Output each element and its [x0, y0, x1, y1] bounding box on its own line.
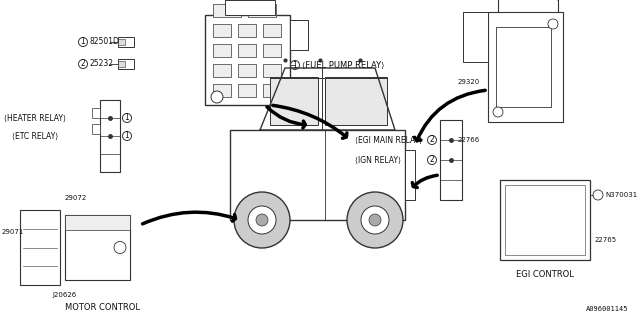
Text: ⟨IGN RELAY⟩: ⟨IGN RELAY⟩ [355, 156, 401, 164]
Text: 22765: 22765 [595, 237, 617, 243]
Bar [325, 77, 387, 125]
Bar [213, 44, 231, 57]
Bar [20, 210, 60, 285]
Bar [213, 4, 241, 17]
Text: 82501D: 82501D [90, 37, 120, 46]
Bar [263, 44, 281, 57]
Bar [238, 84, 256, 97]
Text: MOTOR CONTROL: MOTOR CONTROL [65, 302, 140, 311]
Bar [263, 64, 281, 77]
Circle shape [79, 37, 88, 46]
Bar [440, 120, 462, 200]
Bar [213, 84, 231, 97]
Bar [290, 20, 308, 50]
Text: ⟨FUEL PUMP RELAY⟩: ⟨FUEL PUMP RELAY⟩ [302, 60, 385, 69]
Bar [92, 108, 100, 118]
Circle shape [347, 192, 403, 248]
Text: 25232: 25232 [90, 60, 114, 68]
Circle shape [248, 206, 276, 234]
Text: ⟨HEATER RELAY⟩: ⟨HEATER RELAY⟩ [4, 114, 66, 123]
Bar [488, 12, 563, 122]
Text: ⟨ETC RELAY⟩: ⟨ETC RELAY⟩ [12, 132, 58, 140]
Circle shape [79, 60, 88, 68]
Text: J20626: J20626 [52, 292, 76, 298]
Bar [118, 59, 134, 69]
Text: A096001145: A096001145 [586, 306, 628, 312]
Bar [118, 39, 125, 45]
Circle shape [256, 214, 268, 226]
Bar [248, 4, 276, 17]
Bar [496, 27, 551, 107]
Bar [238, 24, 256, 37]
Bar [118, 37, 134, 47]
Bar [238, 64, 256, 77]
Bar [118, 61, 125, 67]
Circle shape [593, 190, 603, 200]
Circle shape [493, 107, 503, 117]
Text: 1: 1 [81, 37, 85, 46]
Text: 1: 1 [125, 114, 129, 123]
Bar [505, 185, 585, 255]
Bar [263, 84, 281, 97]
Bar [213, 24, 231, 37]
Bar [270, 77, 318, 125]
Bar [65, 215, 130, 280]
Circle shape [548, 19, 558, 29]
Bar [92, 124, 100, 134]
Text: 2: 2 [81, 60, 85, 68]
Bar [263, 24, 281, 37]
Bar [463, 12, 488, 62]
Text: 29072: 29072 [65, 195, 87, 201]
Text: EGI CONTROL: EGI CONTROL [516, 270, 574, 279]
Circle shape [114, 242, 126, 253]
Circle shape [428, 135, 436, 145]
Bar [100, 100, 120, 172]
Circle shape [234, 192, 290, 248]
Text: ⟨EGI MAIN RELAY⟩: ⟨EGI MAIN RELAY⟩ [355, 135, 422, 145]
Circle shape [122, 132, 131, 140]
Circle shape [211, 91, 223, 103]
Text: 1: 1 [292, 60, 298, 69]
Text: 1: 1 [125, 132, 129, 140]
Text: 29320: 29320 [458, 79, 480, 85]
Bar [500, 180, 590, 260]
Circle shape [369, 214, 381, 226]
Circle shape [361, 206, 389, 234]
Bar [205, 15, 290, 105]
Circle shape [122, 114, 131, 123]
Bar [225, 0, 275, 15]
Circle shape [428, 156, 436, 164]
Text: 2: 2 [429, 135, 435, 145]
Text: N370031: N370031 [605, 192, 637, 198]
Text: 29071: 29071 [2, 229, 24, 236]
Bar [405, 150, 415, 200]
Bar [230, 130, 405, 220]
Bar [65, 215, 130, 230]
Bar [213, 64, 231, 77]
Circle shape [291, 60, 300, 69]
Text: 2: 2 [429, 156, 435, 164]
Text: 22766: 22766 [458, 137, 480, 143]
Bar [238, 44, 256, 57]
